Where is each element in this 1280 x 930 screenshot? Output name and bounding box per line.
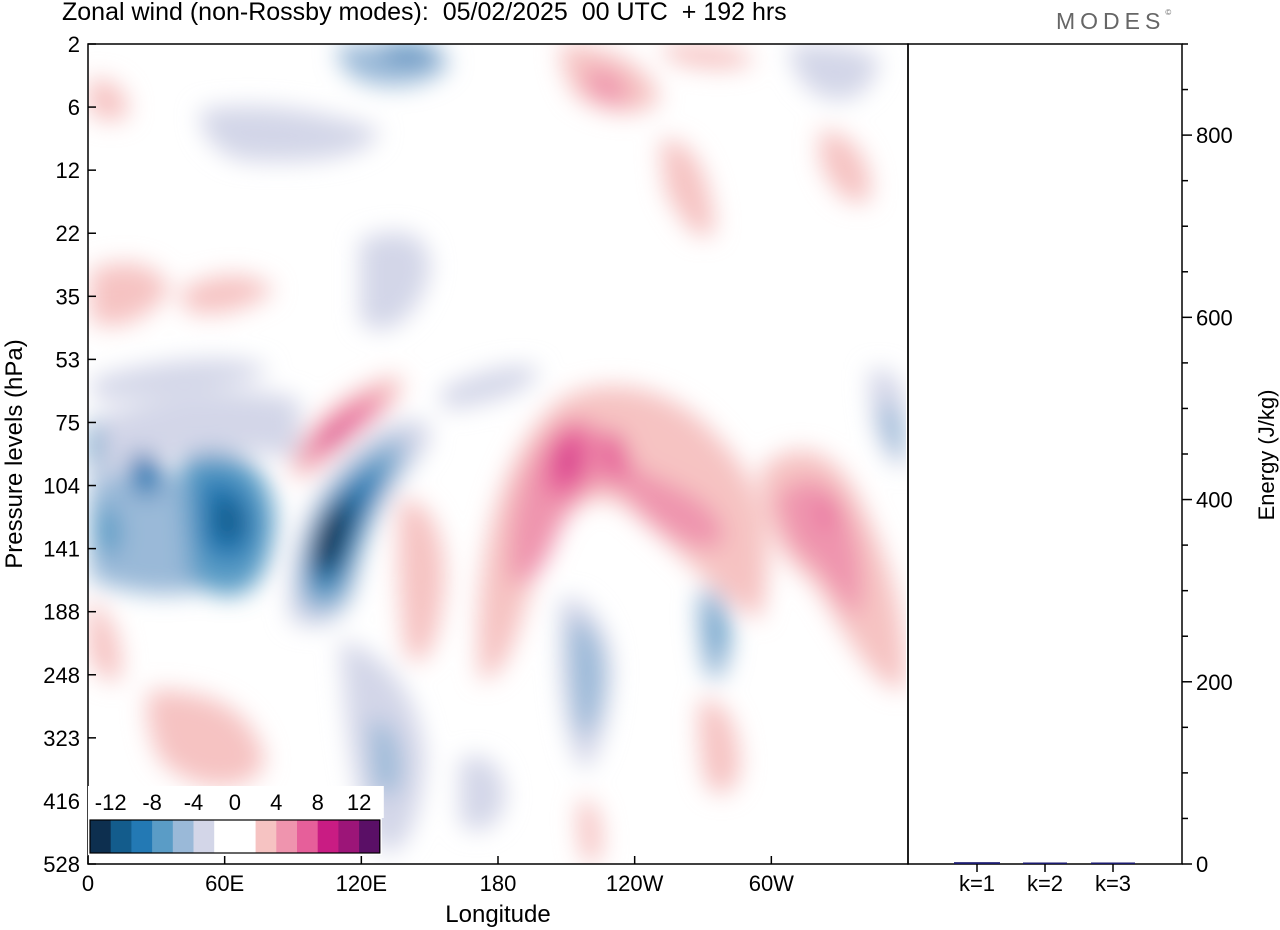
colorbar-swatch	[152, 820, 174, 853]
energy-tick-label: 200	[1196, 670, 1233, 695]
colorbar-swatch	[110, 820, 132, 853]
y-tick-label: 188	[43, 600, 80, 625]
colorbar-label: -8	[142, 790, 162, 815]
colorbar-swatch	[359, 820, 381, 853]
energy-bar	[1091, 862, 1135, 864]
y-tick-label: 104	[43, 474, 80, 499]
y-tick-label: 2	[68, 32, 80, 57]
brand-mark: ©	[1165, 8, 1172, 17]
energy-bar	[954, 862, 1000, 864]
colorbar-label: -4	[184, 790, 204, 815]
colorbar-swatch	[193, 820, 215, 853]
energy-tick-label: 0	[1196, 852, 1208, 877]
y-tick-label: 53	[56, 347, 80, 372]
bar-category-label: k=1	[959, 871, 995, 896]
x-axis-label: Longitude	[445, 901, 550, 928]
bar-category-label: k=3	[1095, 871, 1131, 896]
colorbar-frame	[89, 819, 381, 854]
colorbar-swatch	[317, 820, 339, 853]
colorbar-swatch	[172, 820, 194, 853]
y-tick-label: 22	[56, 221, 80, 246]
energy-tick-label: 600	[1196, 305, 1233, 330]
energy-bars: k=1 k=2 k=3	[954, 862, 1135, 896]
energy-y-axis: 0 200 400 600 800	[1182, 43, 1233, 877]
brand-text: MODES	[1056, 8, 1166, 34]
colorbar-swatch	[276, 820, 298, 853]
colorbar-label: 0	[229, 790, 241, 815]
chart-title: Zonal wind (non-Rossby modes): 05/02/202…	[62, 0, 787, 26]
x-tick-label: 60E	[205, 871, 244, 896]
y-tick-label: 6	[68, 95, 80, 120]
colorbar-label: -12	[95, 790, 127, 815]
y-tick-label: 323	[43, 726, 80, 751]
bar-category-label: k=2	[1027, 871, 1063, 896]
x-tick-label: 180	[480, 871, 517, 896]
x-tick-label: 120W	[606, 871, 664, 896]
y-tick-label: 12	[56, 158, 80, 183]
colorbar-swatch	[338, 820, 360, 853]
bar-frame	[907, 43, 1183, 865]
colorbar-swatch	[214, 820, 236, 853]
y-tick-label: 416	[43, 789, 80, 814]
energy-axis-label: Energy (J/kg)	[1254, 390, 1279, 521]
x-tick-label: 120E	[336, 871, 387, 896]
y-axis-label: Pressure levels (hPa)	[1, 339, 28, 568]
energy-tick-label: 400	[1196, 488, 1233, 513]
brand-logo: MODES©	[1056, 8, 1171, 35]
colorbar-label: 4	[270, 790, 282, 815]
colorbar-swatch	[255, 820, 277, 853]
y-tick-label: 141	[43, 537, 80, 562]
colorbar-swatch	[234, 820, 257, 853]
colorbar-swatch	[131, 820, 153, 853]
colorbar-label: 8	[312, 790, 324, 815]
x-tick-label: 60W	[749, 871, 794, 896]
colorbar-label: 12	[347, 790, 371, 815]
x-tick-label: 0	[82, 871, 94, 896]
energy-bar	[1023, 862, 1067, 864]
heatmap-x-axis: 0 60E 120E 180 120W 60W	[82, 856, 794, 896]
heatmap-area	[88, 44, 908, 864]
y-tick-label: 35	[56, 284, 80, 309]
energy-tick-label: 800	[1196, 123, 1233, 148]
y-tick-label: 75	[56, 410, 80, 435]
y-tick-label: 248	[43, 663, 80, 688]
heatmap-y-axis: 2 6 12 22 35 53 75 104 141 188 248 323 416 528	[43, 32, 96, 877]
y-tick-label: 528	[43, 852, 80, 877]
colorbar: -12 -8 -4 0 4 8 12	[88, 786, 384, 855]
colorbar-label-bg	[88, 786, 384, 818]
colorbar-swatch	[297, 820, 319, 853]
colorbar-swatch	[90, 820, 112, 853]
